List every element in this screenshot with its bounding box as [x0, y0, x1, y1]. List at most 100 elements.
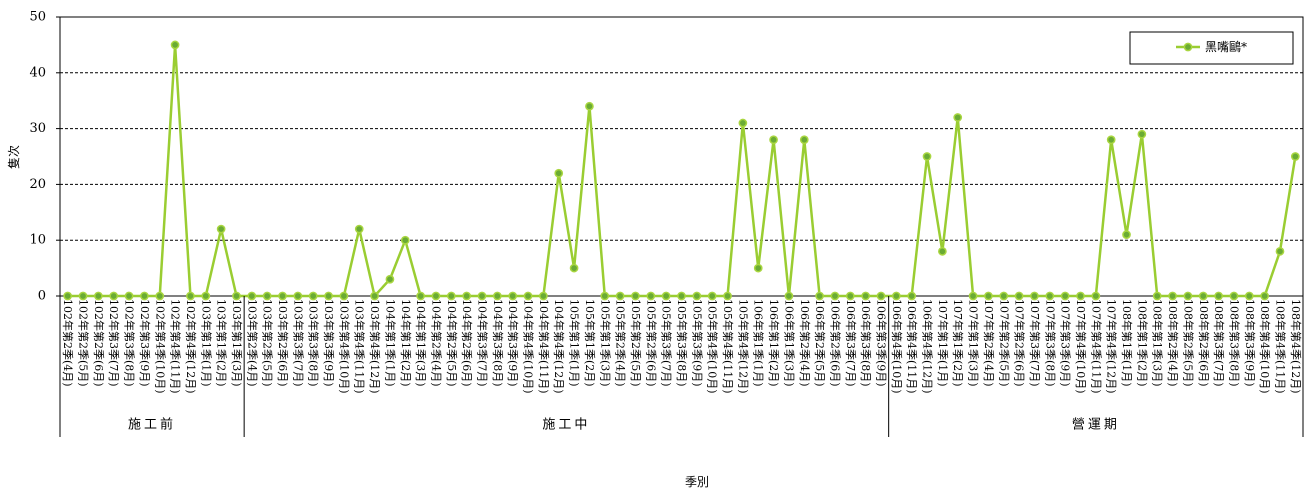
data-point	[631, 291, 640, 301]
x-tick-label: 104年第3季(7月)	[476, 299, 490, 387]
data-point	[1214, 291, 1223, 301]
data-point	[1229, 291, 1239, 301]
data-point	[232, 291, 241, 301]
data-point	[1198, 291, 1208, 301]
x-tick-label: 105年第4季(12月)	[736, 299, 750, 394]
x-tick-label: 103年第3季(7月)	[291, 299, 305, 387]
x-tick-label: 104年第1季(2月)	[399, 299, 413, 387]
x-tick-label: 108年第2季(5月)	[1181, 299, 1195, 387]
data-point	[554, 168, 564, 178]
data-point	[124, 291, 134, 301]
data-point	[1275, 247, 1285, 256]
data-point	[738, 118, 748, 128]
x-tick-label: 105年第4季(11月)	[721, 299, 735, 394]
x-tick-label: 106年第3季(7月)	[844, 299, 858, 387]
data-point	[385, 274, 395, 284]
data-point	[1168, 291, 1177, 301]
x-tick-label: 105年第2季(4月)	[614, 299, 628, 387]
x-tick-label: 106年第4季(11月)	[905, 299, 919, 394]
x-tick-label: 106年第4季(10月)	[890, 299, 904, 394]
data-point	[416, 291, 425, 301]
x-tick-label: 105年第2季(6月)	[644, 299, 658, 387]
data-point	[891, 291, 901, 301]
x-tick-label: 107年第3季(8月)	[1043, 299, 1057, 387]
data-point	[262, 291, 272, 301]
data-point	[692, 291, 702, 301]
x-tick-label: 104年第3季(8月)	[491, 299, 505, 387]
data-point	[1060, 291, 1070, 301]
x-tick-label: 102年第3季(9月)	[138, 299, 152, 387]
data-point	[876, 291, 886, 301]
data-point	[201, 291, 211, 301]
legend-label: 黑嘴鷗*	[1205, 39, 1247, 54]
data-point	[1183, 291, 1193, 301]
x-tick-label: 106年第2季(5月)	[813, 299, 827, 387]
data-point	[1076, 291, 1085, 301]
data-point	[815, 291, 824, 301]
data-point	[569, 263, 579, 273]
x-tick-label: 108年第3季(9月)	[1243, 299, 1257, 387]
data-point	[861, 291, 871, 301]
data-point	[170, 40, 180, 50]
x-tick-label: 102年第4季(12月)	[184, 299, 198, 394]
x-tick-label: 102年第2季(4月)	[61, 299, 75, 387]
data-point	[723, 291, 732, 301]
x-tick-label: 108年第3季(8月)	[1227, 299, 1241, 387]
x-tick-label: 104年第3季(9月)	[506, 299, 520, 387]
x-tick-label: 102年第3季(8月)	[123, 299, 137, 387]
x-tick-label: 107年第1季(3月)	[967, 299, 981, 387]
x-tick-label: 107年第4季(11月)	[1089, 299, 1103, 394]
x-tick-label: 105年第2季(5月)	[629, 299, 643, 387]
data-point	[938, 247, 947, 256]
x-tick-label: 106年第1季(2月)	[767, 299, 781, 387]
x-tick-label: 102年第2季(5月)	[77, 299, 91, 387]
data-point	[140, 291, 149, 301]
x-tick-label: 107年第3季(9月)	[1059, 299, 1073, 387]
data-point	[999, 291, 1009, 301]
data-point	[1290, 152, 1300, 161]
x-tick-label: 104年第1季(1月)	[383, 299, 397, 387]
x-tick-label: 103年第2季(4月)	[245, 299, 259, 387]
data-point	[907, 291, 917, 301]
data-point	[523, 291, 533, 301]
data-point	[539, 291, 548, 301]
legend-box	[1129, 31, 1294, 65]
x-tick-label: 104年第2季(4月)	[429, 299, 443, 387]
x-tick-label: 107年第2季(6月)	[1013, 299, 1027, 387]
data-point	[431, 291, 441, 301]
series-group	[63, 40, 1300, 301]
x-tick-label: 107年第1季(2月)	[951, 299, 965, 387]
data-point	[1091, 291, 1101, 301]
x-tick-label: 105年第3季(8月)	[675, 299, 689, 387]
data-point	[922, 152, 932, 161]
x-tick-label: 105年第4季(10月)	[706, 299, 720, 394]
data-point	[646, 291, 656, 301]
data-point	[324, 291, 333, 301]
x-tick-label: 103年第4季(12月)	[368, 299, 382, 394]
data-point	[216, 224, 226, 234]
data-point	[1014, 291, 1024, 301]
legend: 黑嘴鷗*	[1129, 31, 1294, 65]
x-tick-label: 104年第2季(5月)	[445, 299, 459, 387]
x-tick-label: 102年第4季(10月)	[153, 299, 167, 394]
x-tick-label: 105年第3季(7月)	[660, 299, 674, 387]
data-point	[753, 263, 763, 273]
x-tick-label: 106年第3季(9月)	[874, 299, 888, 387]
x-tick-label: 105年第1季(3月)	[598, 299, 612, 387]
x-tick-label: 108年第3季(7月)	[1212, 299, 1226, 387]
x-tick-label: 107年第3季(7月)	[1028, 299, 1042, 387]
x-tick-label: 103年第4季(10月)	[337, 299, 351, 394]
y-tick-label: 40	[29, 65, 46, 80]
x-tick-label: 103年第4季(11月)	[353, 299, 367, 394]
data-point	[615, 291, 625, 301]
data-point	[339, 291, 349, 301]
x-tick-label: 106年第1季(3月)	[782, 299, 796, 387]
data-point	[799, 135, 809, 145]
y-tick-label: 0	[38, 289, 46, 304]
x-tick-label: 104年第4季(11月)	[537, 299, 551, 394]
data-point	[63, 291, 73, 301]
category-labels-group: 102年第2季(4月) 102年第2季(5月) 102年第2季(6月) 102年第3季…	[61, 299, 1303, 394]
data-point	[247, 291, 257, 301]
group-label: 營運期	[1072, 418, 1120, 433]
